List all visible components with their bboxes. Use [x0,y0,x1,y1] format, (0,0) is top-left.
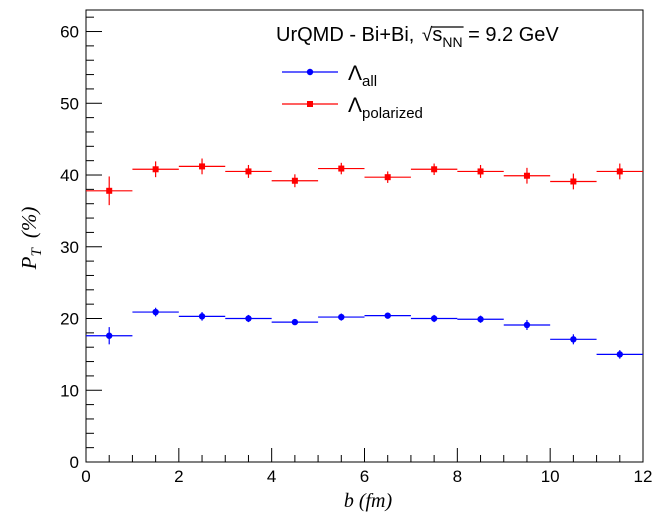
chart-title-prefix: UrQMD - Bi+Bi, [276,24,420,46]
x-tick-label: 12 [634,467,653,486]
point-marker [616,168,623,175]
y-tick-label: 20 [60,310,79,329]
y-axis-title: PT (%) [17,207,45,271]
data-point [410,314,458,323]
legend-marker-lambda-polarized [307,101,313,107]
x-tick-label: 6 [360,467,369,486]
data-point [132,307,179,317]
point-marker [291,318,299,326]
x-tick-label: 8 [453,467,462,486]
data-point [550,173,597,190]
data-point [318,313,365,321]
point-marker [106,187,113,194]
x-tick-label: 0 [81,467,90,486]
x-tick-label: 10 [541,467,560,486]
point-marker [570,336,577,343]
data-point [86,327,133,345]
data-point [178,312,226,321]
series-1 [86,158,643,206]
y-tick-label: 40 [60,166,79,185]
point-marker [477,316,484,323]
point-marker [152,166,159,173]
data-point [86,176,133,206]
point-marker [338,313,345,321]
data-point [132,161,179,178]
data-point [457,315,504,323]
point-marker [523,321,531,329]
point-marker [431,166,438,173]
point-marker [245,168,252,175]
data-point [271,318,319,326]
point-marker [570,178,577,185]
y-tick-label: 50 [60,94,79,113]
data-point [318,162,365,175]
sqrt-symbol: √ [422,25,433,46]
data-point [364,171,411,183]
legend-label-lambda-polarized: Λpolarized [348,94,423,122]
axis-ticks [85,16,644,463]
legend-marker-lambda-all [306,68,314,76]
y-axis-title-text: PT (%) [17,207,45,271]
point-marker [291,177,298,184]
data-point [364,312,411,319]
data-point [178,158,226,175]
y-tick-label: 60 [60,23,79,42]
sqrt-s: s [432,24,442,46]
x-axis-title: b (fm) [344,490,393,512]
data-point [271,174,319,188]
point-marker [198,313,206,320]
y-axis-title-sub: T [29,247,45,257]
y-axis-title-unit: (%) [17,207,41,238]
point-marker [152,308,159,316]
chart-title-suffix: = 9.2 GeV [463,24,560,46]
data-point [503,167,551,184]
data-point [457,164,504,178]
data-point [503,319,551,330]
data-series-layer [86,158,643,359]
data-point [225,314,272,323]
point-marker [430,315,438,322]
point-marker [384,312,391,319]
series-0 [86,307,643,359]
data-point [410,163,458,176]
y-tick-label: 30 [60,238,79,257]
point-marker [523,172,530,179]
legend-label-lambda-all: Λall [348,62,377,90]
legend: Λall Λpolarized [282,62,423,122]
data-point [596,163,643,180]
point-marker [338,165,345,172]
x-tick-label: 2 [174,467,183,486]
sqrt-s-subscript: NN [442,34,462,50]
legend-entry-lambda-all: Λall [282,62,377,90]
legend-entry-lambda-polarized: Λpolarized [282,94,423,122]
y-axis-title-main: P [17,256,41,270]
data-point [596,350,643,359]
point-marker [106,332,113,339]
point-marker [477,168,484,175]
point-marker [245,315,252,322]
chart-title: UrQMD - Bi+Bi, √sNN = 9.2 GeV [276,24,559,50]
data-point [550,334,597,345]
point-marker [384,174,391,181]
point-marker [199,163,206,170]
y-tick-label: 0 [70,453,79,472]
x-tick-label: 4 [267,467,276,486]
data-point [225,164,272,178]
y-tick-label: 10 [60,381,79,400]
point-marker [616,351,623,358]
axis-tick-labels: 0 2 4 6 8 10 12 0 10 20 30 40 50 60 [60,23,652,486]
